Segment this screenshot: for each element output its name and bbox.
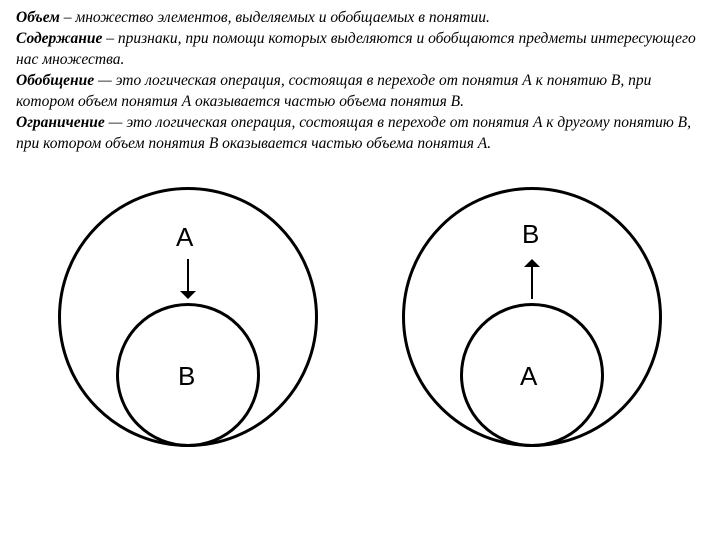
diagrams-container: АВ ВА <box>16 172 704 462</box>
outer-label: В <box>522 219 539 250</box>
arrow-shaft <box>187 259 189 291</box>
arrow-shaft <box>531 267 533 299</box>
sep-content: – <box>102 30 118 47</box>
sep-generalization: — <box>94 72 116 89</box>
term-generalization: Обобщение <box>16 72 94 89</box>
definitions-block: Объем – множество элементов, выделяемых … <box>16 8 704 154</box>
def-generalization: Обобщение — это логическая операция, сос… <box>16 71 704 113</box>
inner-label: А <box>520 361 537 392</box>
outer-label: А <box>176 222 193 253</box>
arrow-head <box>524 259 540 267</box>
text-volume: множество элементов, выделяемых и обобща… <box>75 9 490 26</box>
arrow-down-icon <box>180 259 196 299</box>
term-content: Содержание <box>16 30 102 47</box>
term-restriction: Ограничение <box>16 114 105 131</box>
def-volume: Объем – множество элементов, выделяемых … <box>16 8 704 29</box>
sep-volume: – <box>60 9 76 26</box>
arrow-up-icon <box>524 259 540 299</box>
arrow-head <box>180 291 196 299</box>
euler-diagram-right: ВА <box>392 177 672 457</box>
term-volume: Объем <box>16 9 60 26</box>
def-restriction: Ограничение — это логическая операция, с… <box>16 113 704 155</box>
inner-label: В <box>178 361 195 392</box>
def-content: Содержание – признаки, при помощи которы… <box>16 29 704 71</box>
euler-diagram-left: АВ <box>48 177 328 457</box>
text-content: признаки, при помощи которых выделяются … <box>16 30 696 68</box>
sep-restriction: — <box>105 114 127 131</box>
